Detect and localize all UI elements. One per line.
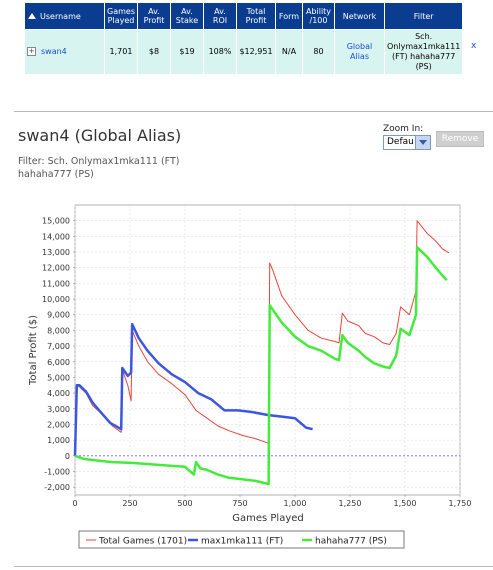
y-tick-label: -2,000	[44, 483, 70, 492]
x-tick-label: 1,500	[394, 499, 417, 508]
x-tick-label: 500	[177, 499, 192, 508]
series-line	[73, 322, 313, 456]
y-tick-label: 10,000	[42, 295, 70, 304]
series-line	[74, 246, 448, 486]
y-tick-label: 13,000	[42, 248, 70, 257]
cell-form: N/A	[275, 29, 303, 75]
sort-arrow-icon	[28, 13, 36, 19]
legend-label-hahaha777: hahaha777 (PS)	[315, 537, 387, 547]
zoom-label: Zoom In:	[383, 124, 424, 134]
y-tick-label: 6,000	[47, 358, 70, 367]
legend-label-total-games: Total Games (1701)	[98, 537, 187, 547]
legend-label-max1mka111: max1mka111 (FT)	[201, 537, 283, 547]
header-total-profit[interactable]: Total Profit	[236, 2, 276, 30]
zoom-select[interactable]: Defau	[383, 135, 431, 150]
zoom-select-value: Defau	[387, 137, 414, 147]
y-tick-label: 12,000	[42, 264, 70, 273]
y-axis-label: Total Profit ($)	[28, 315, 39, 386]
stats-table: Username Games Played Av. Profit Av. Sta…	[24, 2, 464, 75]
header-av-roi[interactable]: Av. ROI	[203, 2, 237, 30]
y-tick-label: 15,000	[42, 217, 70, 226]
expand-icon[interactable]: +	[27, 47, 36, 56]
x-tick-label: 250	[122, 499, 137, 508]
table-row: + swan4 1,701 $8 $19 108% $12,951 N/A 80 …	[24, 29, 464, 75]
chart-filter-text: Filter: Sch. Onlymax1mka111 (FT) hahaha7…	[18, 156, 180, 180]
username-link[interactable]: swan4	[41, 47, 67, 56]
network-link[interactable]: Global Alias	[346, 42, 373, 61]
header-av-stake[interactable]: Av. Stake	[170, 2, 204, 30]
x-tick-label: 1,750	[449, 499, 472, 508]
y-tick-label: 8,000	[47, 326, 70, 335]
header-av-profit[interactable]: Av. Profit	[137, 2, 171, 30]
cell-av-profit: $8	[137, 29, 171, 75]
y-tick-label: 9,000	[47, 311, 70, 320]
y-tick-label: 3,000	[47, 405, 70, 414]
y-tick-label: 4,000	[47, 389, 70, 398]
divider-bottom	[14, 566, 493, 567]
remove-player-link[interactable]: x	[471, 41, 477, 51]
plot-area	[74, 204, 461, 496]
axis-ticks: -2,000 -1,000 0 1,000 2,000 3,000 4,000 5,000 6,…	[42, 217, 471, 508]
header-network[interactable]: Network	[334, 2, 385, 30]
header-username-label: Username	[40, 11, 81, 21]
cell-games-played: 1,701	[104, 29, 138, 75]
header-username[interactable]: Username	[24, 2, 105, 30]
chevron-down-icon[interactable]	[415, 136, 430, 149]
divider-top	[14, 111, 493, 112]
chart-legend: Total Games (1701) max1mka111 (FT) hahah…	[78, 530, 405, 549]
cell-av-roi: 108%	[203, 29, 237, 75]
header-games-played[interactable]: Games Played	[104, 2, 138, 30]
remove-button[interactable]: Remove	[436, 131, 484, 147]
cell-av-stake: $19	[170, 29, 204, 75]
y-tick-label: 7,000	[47, 342, 70, 351]
y-tick-label: 2,000	[47, 420, 70, 429]
y-tick-label: 5,000	[47, 373, 70, 382]
y-tick-label: 1,000	[47, 436, 70, 445]
series-lines	[73, 220, 450, 486]
y-tick-label: -1,000	[44, 467, 70, 476]
cell-filter: Sch. Onlymax1mka111 (FT) hahaha777 (PS)	[383, 29, 464, 75]
x-tick-label: 1,000	[284, 499, 307, 508]
cell-network: Global Alias	[334, 29, 385, 75]
cell-ability: 80	[302, 29, 335, 75]
x-axis-label: Games Played	[232, 513, 304, 524]
header-filter[interactable]: Filter	[383, 2, 464, 30]
legend-box	[78, 530, 405, 549]
x-tick-label: 750	[232, 499, 247, 508]
y-tick-label: 14,000	[42, 232, 70, 241]
header-form[interactable]: Form	[275, 2, 303, 30]
y-tick-label: 11,000	[42, 279, 70, 288]
header-ability[interactable]: Ability /100	[302, 2, 335, 30]
y-tick-label: 0	[65, 452, 70, 461]
x-tick-label: 0	[72, 499, 77, 508]
chart-player-title: swan4 (Global Alias)	[18, 126, 182, 145]
x-tick-label: 1,250	[339, 499, 362, 508]
cell-username: + swan4	[24, 29, 105, 75]
cell-total-profit: $12,951	[236, 29, 276, 75]
stats-header-row: Username Games Played Av. Profit Av. Sta…	[24, 2, 464, 30]
